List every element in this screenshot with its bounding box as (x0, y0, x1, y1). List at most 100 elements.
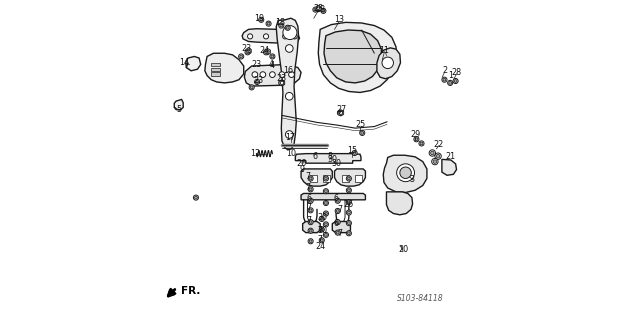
Circle shape (335, 198, 340, 203)
Circle shape (336, 210, 339, 212)
Text: 7: 7 (307, 216, 312, 225)
Polygon shape (377, 48, 401, 79)
Circle shape (308, 198, 313, 203)
Text: 13: 13 (334, 15, 344, 24)
Text: 4: 4 (269, 60, 275, 69)
Circle shape (309, 221, 312, 224)
Circle shape (415, 138, 418, 141)
Text: 30: 30 (318, 226, 328, 235)
Circle shape (429, 150, 436, 156)
Circle shape (264, 34, 269, 39)
Text: 29: 29 (411, 130, 421, 139)
Circle shape (287, 26, 289, 29)
Circle shape (240, 55, 243, 58)
Circle shape (313, 7, 318, 12)
Circle shape (317, 7, 320, 10)
Circle shape (260, 19, 262, 21)
Text: 23: 23 (242, 44, 252, 53)
Circle shape (266, 21, 271, 26)
Polygon shape (246, 48, 251, 54)
Text: 28: 28 (451, 68, 462, 77)
Polygon shape (387, 192, 413, 215)
Circle shape (288, 72, 294, 77)
Circle shape (347, 232, 350, 235)
Circle shape (259, 17, 264, 22)
Circle shape (252, 72, 258, 77)
Circle shape (336, 231, 339, 234)
Text: 30: 30 (318, 213, 328, 222)
Circle shape (309, 209, 312, 212)
Polygon shape (279, 80, 285, 86)
Text: 16: 16 (283, 66, 294, 75)
Text: 20: 20 (398, 245, 408, 254)
Circle shape (323, 232, 328, 237)
Circle shape (347, 201, 350, 204)
Text: 26: 26 (297, 159, 307, 168)
Circle shape (400, 167, 411, 179)
Text: 10: 10 (287, 149, 297, 158)
Text: 12: 12 (250, 149, 260, 158)
Polygon shape (310, 175, 317, 182)
Circle shape (337, 110, 342, 116)
Circle shape (260, 72, 266, 77)
Circle shape (453, 78, 458, 84)
Text: 30: 30 (327, 156, 337, 164)
Circle shape (346, 199, 351, 204)
Circle shape (335, 230, 340, 235)
Text: 15: 15 (347, 146, 357, 155)
Circle shape (245, 50, 250, 55)
Circle shape (323, 176, 328, 181)
Text: 17: 17 (285, 133, 295, 142)
Circle shape (320, 228, 323, 231)
Circle shape (285, 45, 293, 52)
Circle shape (267, 22, 270, 25)
Circle shape (279, 72, 285, 77)
Circle shape (256, 81, 259, 83)
Circle shape (280, 82, 283, 84)
Circle shape (308, 176, 313, 181)
Circle shape (323, 200, 328, 205)
Polygon shape (186, 56, 201, 71)
Circle shape (308, 220, 313, 225)
Circle shape (323, 222, 328, 227)
Circle shape (280, 24, 283, 27)
Text: 7: 7 (306, 172, 311, 181)
Polygon shape (295, 154, 361, 163)
Circle shape (279, 23, 284, 28)
Circle shape (283, 34, 288, 39)
Circle shape (269, 72, 275, 77)
Circle shape (346, 220, 351, 226)
Polygon shape (335, 169, 365, 186)
Text: 7: 7 (306, 183, 311, 192)
Circle shape (266, 50, 269, 53)
Circle shape (339, 111, 342, 115)
Circle shape (347, 189, 350, 192)
Circle shape (308, 239, 313, 244)
Text: 19: 19 (255, 14, 265, 23)
Polygon shape (265, 49, 270, 55)
Circle shape (442, 77, 447, 82)
Circle shape (339, 111, 341, 114)
Circle shape (309, 199, 312, 202)
Text: S103-84118: S103-84118 (398, 294, 444, 303)
Circle shape (322, 10, 325, 12)
Circle shape (195, 196, 197, 199)
Circle shape (271, 55, 274, 58)
Circle shape (435, 153, 441, 159)
Circle shape (308, 208, 313, 213)
Text: 23: 23 (314, 4, 323, 13)
Polygon shape (205, 53, 243, 83)
Polygon shape (318, 22, 396, 92)
Text: 24: 24 (259, 45, 269, 55)
Text: 21: 21 (445, 152, 455, 161)
Polygon shape (301, 169, 332, 186)
Circle shape (308, 228, 313, 233)
Circle shape (255, 79, 260, 84)
Circle shape (325, 190, 327, 193)
Circle shape (430, 151, 434, 155)
Circle shape (309, 240, 312, 243)
Circle shape (308, 187, 313, 192)
Circle shape (314, 8, 317, 11)
Polygon shape (323, 175, 330, 182)
Circle shape (264, 50, 269, 55)
